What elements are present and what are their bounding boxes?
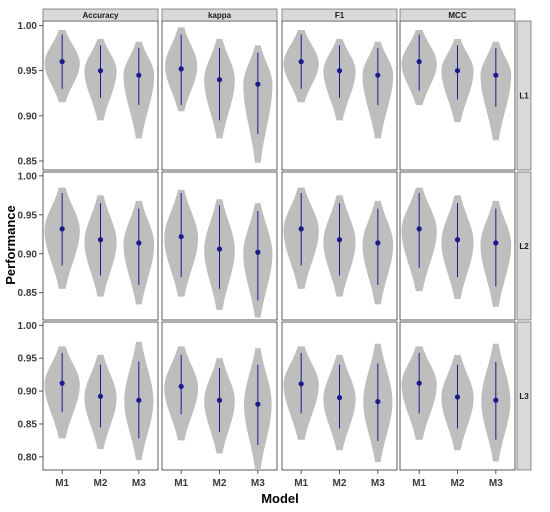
panel-l3-f1 <box>281 321 398 471</box>
x-tick-label-m3: M3 <box>371 478 385 489</box>
strip-label-l3: L3 <box>519 392 529 401</box>
panel-l1-f1 <box>281 20 398 171</box>
x-tick-label-m1: M1 <box>294 478 308 489</box>
mean-point-m3 <box>493 397 499 403</box>
strip-kappa <box>161 8 278 22</box>
strip-l1 <box>516 20 532 171</box>
mean-point-m3 <box>375 240 381 246</box>
mean-point-m2 <box>336 237 343 243</box>
strips-layer: Accuracy kappa F1 MCC L1 L2 L3 <box>42 8 532 471</box>
mean-point-m3 <box>136 397 142 403</box>
y-tick-label: 0.95 <box>18 210 38 221</box>
mean-point-m1 <box>416 59 422 65</box>
y-tick-label: 0.85 <box>18 288 38 299</box>
mean-point-m2 <box>97 393 104 399</box>
mean-point-m2 <box>454 68 461 74</box>
panels-layer <box>42 20 516 471</box>
mean-point-m2 <box>216 77 223 83</box>
y-tick-label: 0.85 <box>18 419 38 430</box>
mean-point-m1 <box>298 59 304 65</box>
y-tick-label: 0.95 <box>18 354 38 365</box>
y-ticks-layer: 0.85 0.90 0.95 1.00 0.85 0.90 0.95 1.00 0.80 0.85… <box>18 21 43 463</box>
y-tick-label: 0.90 <box>18 387 38 398</box>
mean-point-m3 <box>136 240 142 246</box>
mean-point-m2 <box>454 394 461 400</box>
strip-label-l1: L1 <box>519 92 529 101</box>
panel-l2-f1 <box>281 171 398 321</box>
strip-l3 <box>516 321 532 471</box>
y-tick-label: 0.90 <box>18 111 38 122</box>
strip-f1 <box>281 8 398 22</box>
mean-point-m3 <box>493 72 499 78</box>
strip-label-l2: L2 <box>519 242 529 251</box>
x-tick-label-m3: M3 <box>132 478 146 489</box>
mean-point-m3 <box>255 401 261 407</box>
strip-label-mcc: MCC <box>448 11 466 20</box>
panel-l2-accuracy <box>42 171 159 321</box>
x-tick-label-m1: M1 <box>412 478 426 489</box>
x-tick-label-m2: M2 <box>451 478 465 489</box>
mean-point-m2 <box>336 68 343 74</box>
panel-l2-kappa <box>161 171 278 321</box>
mean-point-m2 <box>97 68 104 74</box>
y-tick-label: 1.00 <box>18 321 38 332</box>
y-tick-label: 0.85 <box>18 156 38 167</box>
mean-point-m2 <box>97 237 104 243</box>
mean-point-m1 <box>59 59 65 65</box>
mean-point-m3 <box>493 240 499 246</box>
panel-l3-accuracy <box>42 321 159 471</box>
y-tick-label: 0.90 <box>18 249 38 260</box>
x-tick-label-m3: M3 <box>489 478 503 489</box>
panel-l2-mcc <box>399 171 516 321</box>
mean-point-m1 <box>178 234 184 240</box>
panel-l3-mcc <box>399 321 516 471</box>
strip-mcc <box>399 8 516 22</box>
mean-point-m1 <box>59 380 65 386</box>
mean-point-m1 <box>178 66 184 72</box>
strip-l2 <box>516 171 532 321</box>
strip-label-accuracy: Accuracy <box>82 11 119 20</box>
x-tick-label-m2: M2 <box>213 478 227 489</box>
mean-point-m3 <box>255 81 261 87</box>
x-tick-label-m3: M3 <box>251 478 265 489</box>
mean-point-m1 <box>59 226 65 232</box>
mean-point-m1 <box>298 226 304 232</box>
x-tick-label-m2: M2 <box>333 478 347 489</box>
mean-point-m3 <box>375 398 381 405</box>
mean-point-m1 <box>416 380 422 386</box>
mean-point-m3 <box>375 72 381 78</box>
y-axis-title: Performance <box>3 205 18 284</box>
x-tick-label-m1: M1 <box>55 478 69 489</box>
strip-accuracy <box>42 8 159 22</box>
x-axis-title: Model <box>261 491 299 506</box>
x-tick-label-m2: M2 <box>94 478 108 489</box>
y-tick-label: 0.95 <box>18 66 38 77</box>
panel-l1-accuracy <box>42 20 159 171</box>
panel-l1-mcc <box>399 20 516 171</box>
mean-point-m2 <box>216 246 223 252</box>
y-tick-label: 1.00 <box>18 21 38 32</box>
mean-point-m1 <box>416 226 422 232</box>
strip-label-f1: F1 <box>335 11 345 20</box>
x-tick-label-m1: M1 <box>174 478 188 489</box>
mean-point-m3 <box>136 72 142 78</box>
mean-point-m3 <box>255 249 261 255</box>
mean-point-m1 <box>178 383 184 390</box>
mean-point-m2 <box>216 397 223 403</box>
x-ticks-layer: M1 M2 M3 M1 M2 M3 M1 M2 M3 M1 M2 M3 <box>55 470 503 489</box>
panel-l3-kappa <box>161 321 278 471</box>
y-tick-label: 0.80 <box>18 452 38 463</box>
strip-label-kappa: kappa <box>208 11 232 20</box>
mean-point-m1 <box>298 381 304 387</box>
panel-l1-kappa <box>161 20 278 171</box>
y-tick-label: 1.00 <box>18 171 38 182</box>
mean-point-m2 <box>454 237 461 243</box>
mean-point-m2 <box>336 395 343 401</box>
